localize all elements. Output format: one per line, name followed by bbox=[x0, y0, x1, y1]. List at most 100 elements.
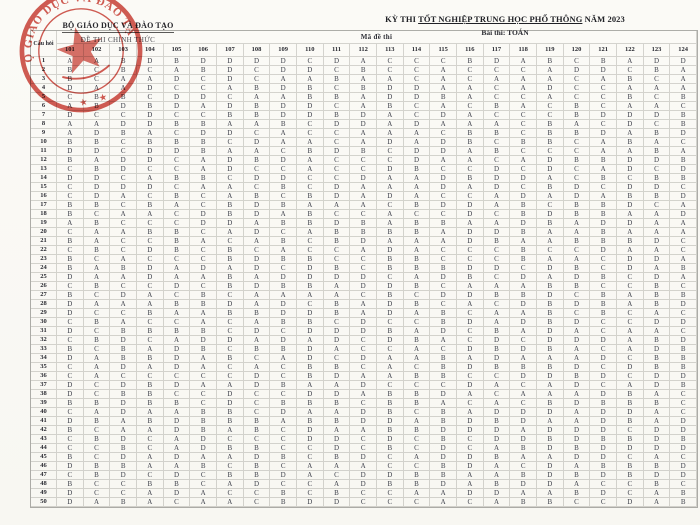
answer-cell: B bbox=[296, 417, 324, 426]
answer-cell: B bbox=[350, 219, 377, 228]
answer-cell: A bbox=[163, 66, 191, 75]
question-number: 38 bbox=[31, 390, 57, 399]
answer-cell: B bbox=[216, 273, 244, 282]
answer-cell: B bbox=[670, 435, 697, 444]
answer-cell: A bbox=[216, 381, 244, 390]
answer-cell: B bbox=[296, 363, 324, 372]
answer-cell: A bbox=[216, 498, 244, 507]
answer-cell: D bbox=[483, 426, 511, 435]
answer-cell: D bbox=[323, 192, 351, 201]
answer-cell: A bbox=[216, 147, 244, 156]
answer-cell: A bbox=[616, 129, 644, 138]
answer-cell: A bbox=[136, 129, 164, 138]
answer-cell: D bbox=[536, 372, 564, 381]
answer-cell: C bbox=[110, 372, 137, 381]
answer-cell: D bbox=[136, 246, 164, 255]
answer-cell: B bbox=[190, 291, 217, 300]
answer-cell: A bbox=[536, 417, 564, 426]
answer-cell: B bbox=[510, 444, 537, 453]
question-number: 26 bbox=[31, 282, 57, 291]
answer-cell: A bbox=[670, 219, 697, 228]
answer-cell: C bbox=[376, 453, 404, 462]
answer-cell: C bbox=[83, 453, 111, 462]
answer-cell: D bbox=[270, 300, 297, 309]
answer-cell: B bbox=[536, 120, 564, 129]
answer-cell: B bbox=[57, 156, 84, 165]
answer-cell: D bbox=[110, 399, 137, 408]
answer-cell: D bbox=[536, 327, 564, 336]
answer-cell: C bbox=[483, 300, 511, 309]
answer-cell: C bbox=[110, 147, 137, 156]
answer-cell: C bbox=[190, 399, 217, 408]
answer-cell: C bbox=[190, 201, 217, 210]
answer-cell: C bbox=[136, 237, 164, 246]
answer-cell: B bbox=[536, 399, 564, 408]
answer-cell: D bbox=[243, 57, 271, 66]
answer-cell: B bbox=[590, 210, 617, 219]
answer-cell: A bbox=[83, 120, 111, 129]
answer-cell: B bbox=[350, 147, 377, 156]
answer-cell: D bbox=[643, 237, 671, 246]
answer-cell: C bbox=[216, 93, 244, 102]
answer-cell: C bbox=[456, 498, 484, 507]
answer-cell: B bbox=[243, 444, 271, 453]
answer-cell: B bbox=[83, 219, 111, 228]
exam-code-header: 102 bbox=[83, 44, 111, 57]
answer-cell: C bbox=[216, 372, 244, 381]
answer-cell: D bbox=[510, 345, 537, 354]
answer-cell: C bbox=[190, 282, 217, 291]
answer-cell: B bbox=[163, 246, 191, 255]
answer-cell: B bbox=[163, 399, 191, 408]
answer-cell: A bbox=[456, 408, 484, 417]
answer-cell: D bbox=[296, 66, 324, 75]
answer-cell: B bbox=[616, 399, 644, 408]
answer-cell: B bbox=[376, 399, 404, 408]
answer-cell: C bbox=[430, 345, 457, 354]
answer-cell: A bbox=[216, 228, 244, 237]
answer-cell: A bbox=[323, 282, 351, 291]
answer-cell: D bbox=[563, 381, 591, 390]
answer-cell: B bbox=[323, 228, 351, 237]
answer-cell: B bbox=[110, 390, 137, 399]
answer-cell: A bbox=[110, 228, 137, 237]
answer-cell: D bbox=[270, 471, 297, 480]
answer-cell: B bbox=[456, 129, 484, 138]
answer-cell: A bbox=[296, 291, 324, 300]
answer-cell: C bbox=[483, 255, 511, 264]
answer-cell: C bbox=[403, 102, 431, 111]
answer-cell: B bbox=[616, 471, 644, 480]
answer-cell: C bbox=[190, 228, 217, 237]
answer-cell: B bbox=[190, 345, 217, 354]
answer-cell: D bbox=[616, 120, 644, 129]
answer-cell: C bbox=[136, 435, 164, 444]
answer-cell: C bbox=[403, 498, 431, 507]
answer-cell: A bbox=[190, 381, 217, 390]
answer-cell: B bbox=[430, 408, 457, 417]
answer-cell: B bbox=[430, 309, 457, 318]
answer-cell: D bbox=[323, 219, 351, 228]
answer-cell: B bbox=[163, 138, 191, 147]
question-number: 16 bbox=[31, 192, 57, 201]
answer-cell: A bbox=[270, 93, 297, 102]
answer-cell: C bbox=[216, 174, 244, 183]
answer-cell: D bbox=[83, 129, 111, 138]
answer-cell: D bbox=[376, 309, 404, 318]
question-number: 30 bbox=[31, 318, 57, 327]
answer-cell: D bbox=[190, 129, 217, 138]
exam-code-header: 114 bbox=[403, 44, 431, 57]
answer-cell: A bbox=[430, 156, 457, 165]
answer-cell: C bbox=[590, 183, 617, 192]
answer-cell: D bbox=[510, 480, 537, 489]
answer-cell: D bbox=[456, 291, 484, 300]
answer-cell: C bbox=[670, 138, 697, 147]
answer-cell: B bbox=[216, 354, 244, 363]
answer-cell: D bbox=[483, 57, 511, 66]
answer-cell: C bbox=[510, 66, 537, 75]
answer-cell: B bbox=[430, 219, 457, 228]
answer-cell: C bbox=[403, 318, 431, 327]
answer-cell: D bbox=[243, 453, 271, 462]
answer-cell: D bbox=[136, 183, 164, 192]
answer-cell: B bbox=[243, 84, 271, 93]
answer-cell: A bbox=[270, 417, 297, 426]
answer-cell: D bbox=[670, 318, 697, 327]
